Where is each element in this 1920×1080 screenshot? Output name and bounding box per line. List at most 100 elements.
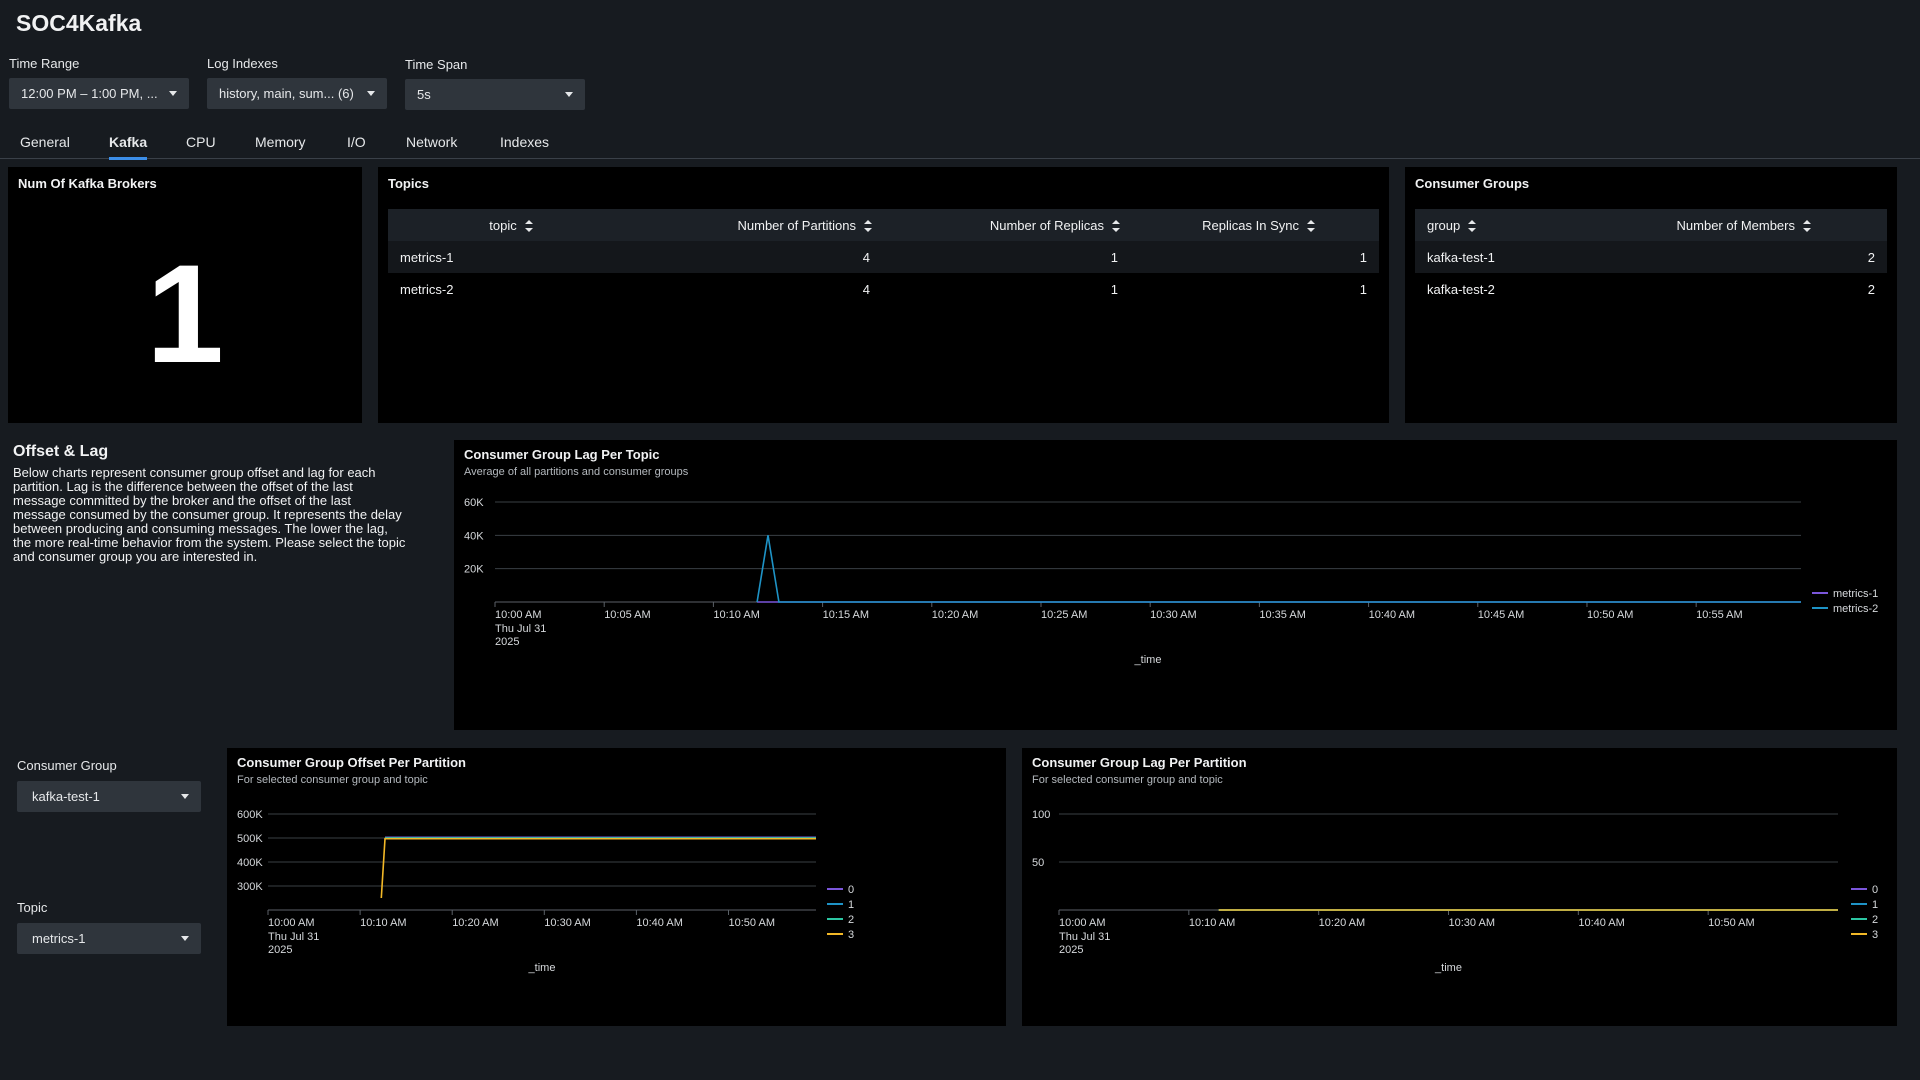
consumer-group-label: Consumer Group: [17, 758, 117, 773]
table-row[interactable]: metrics-1 4 1 1: [388, 241, 1379, 273]
x-tick-label: 10:30 AM: [544, 917, 590, 929]
consumer-group-dropdown[interactable]: kafka-test-1: [17, 781, 201, 812]
offset-lag-title: Offset & Lag: [13, 443, 109, 460]
x-date-label: 2025: [1059, 944, 1083, 956]
legend-label: 2: [1872, 914, 1878, 926]
x-date-label: 2025: [268, 944, 292, 956]
x-tick-label: 10:30 AM: [1150, 609, 1196, 621]
legend-label: 1: [1872, 899, 1878, 911]
x-tick-label: 10:40 AM: [636, 917, 682, 929]
lag-per-topic-panel: Consumer Group Lag Per Topic Average of …: [454, 440, 1897, 730]
chart-title: Consumer Group Lag Per Topic: [464, 447, 660, 462]
legend-label: 3: [848, 929, 854, 941]
brokers-count: 1: [146, 235, 224, 392]
time-span-dropdown[interactable]: 5s: [405, 79, 585, 110]
chevron-down-icon: [181, 936, 189, 941]
x-date-label: Thu Jul 31: [1059, 931, 1110, 943]
column-header-replicas-in-sync[interactable]: Replicas In Sync: [1130, 209, 1379, 241]
time-range-label: Time Range: [9, 56, 80, 71]
tab-kafka[interactable]: Kafka: [109, 134, 148, 160]
column-header-topic[interactable]: topic: [388, 209, 634, 241]
offset-per-partition-panel: Consumer Group Offset Per Partition For …: [227, 748, 1006, 1026]
legend-label: 1: [848, 899, 854, 911]
time-span-label: Time Span: [405, 57, 468, 72]
table-row[interactable]: kafka-test-2 2: [1415, 273, 1887, 305]
table-cell: kafka-test-1: [1415, 241, 1653, 273]
legend-label: 2: [848, 914, 854, 926]
table-cell: 1: [1359, 281, 1367, 297]
x-tick-label: 10:10 AM: [360, 917, 406, 929]
time-range-dropdown[interactable]: 12:00 PM – 1:00 PM, ...: [9, 78, 189, 109]
table-row[interactable]: kafka-test-1 2: [1415, 241, 1887, 273]
x-tick-label: 10:45 AM: [1478, 609, 1524, 621]
topic-label: Topic: [17, 900, 48, 915]
tab-memory[interactable]: Memory: [255, 134, 306, 150]
tab-io[interactable]: I/O: [347, 134, 366, 150]
x-tick-label: 10:25 AM: [1041, 609, 1087, 621]
tab-indexes[interactable]: Indexes: [500, 134, 550, 150]
column-header-members[interactable]: Number of Members: [1653, 209, 1887, 241]
offset-lag-description: Below charts represent consumer group of…: [13, 466, 443, 564]
sort-icon: [1803, 220, 1811, 233]
x-tick-label: 10:20 AM: [452, 917, 498, 929]
log-indexes-value: history, main, sum... (6): [219, 86, 354, 101]
y-tick-label: 600K: [237, 809, 263, 821]
x-tick-label: 10:15 AM: [823, 609, 869, 621]
x-axis-title: _time: [1434, 962, 1462, 974]
chevron-down-icon: [367, 91, 375, 96]
topic-dropdown[interactable]: metrics-1: [17, 923, 201, 954]
column-header-replicas[interactable]: Number of Replicas: [882, 209, 1130, 241]
table-cell: 1: [882, 241, 1130, 273]
consumer-group-value: kafka-test-1: [32, 789, 100, 804]
chart-subtitle: Average of all partitions and consumer g…: [464, 466, 689, 478]
description-line: between producing and consuming messages…: [13, 521, 388, 536]
table-cell: metrics-2: [400, 281, 454, 297]
description-line: the more real-time behavior from the sys…: [13, 535, 406, 550]
description-line: partition. Lag is the difference between…: [13, 479, 353, 494]
consumer-groups-table: group Number of Members kafka-test-1 2 k…: [1415, 209, 1887, 305]
topics-panel: Topics topic Number of Partitions Number…: [378, 167, 1389, 423]
tab-network[interactable]: Network: [406, 134, 458, 150]
x-date-label: 2025: [495, 636, 519, 648]
consumer-groups-title: Consumer Groups: [1415, 176, 1530, 191]
time-range-value: 12:00 PM – 1:00 PM, ...: [21, 86, 158, 101]
sort-icon: [524, 220, 533, 233]
log-indexes-label: Log Indexes: [207, 56, 278, 71]
table-cell: 2: [1867, 281, 1875, 297]
description-line: Below charts represent consumer group of…: [13, 465, 376, 480]
tab-general[interactable]: General: [20, 134, 70, 150]
sort-icon: [1468, 220, 1477, 233]
y-tick-label: 100: [1032, 809, 1050, 821]
x-tick-label: 10:20 AM: [932, 609, 978, 621]
chart-subtitle: For selected consumer group and topic: [1032, 774, 1223, 786]
sort-icon: [1112, 220, 1120, 233]
table-cell: 4: [634, 241, 882, 273]
chevron-down-icon: [565, 92, 573, 97]
y-tick-label: 300K: [237, 881, 263, 893]
chevron-down-icon: [169, 91, 177, 96]
log-indexes-dropdown[interactable]: history, main, sum... (6): [207, 78, 387, 109]
legend-label: metrics-2: [1833, 603, 1878, 615]
x-tick-label: 10:30 AM: [1449, 917, 1495, 929]
legend-label: metrics-1: [1833, 588, 1878, 600]
x-date-label: Thu Jul 31: [495, 623, 546, 635]
table-row[interactable]: metrics-2 4 1 1: [388, 273, 1379, 305]
brokers-panel: Num Of Kafka Brokers 1: [8, 167, 362, 423]
tab-bar: General Kafka CPU Memory I/O Network Ind…: [0, 126, 1920, 160]
x-tick-label: 10:10 AM: [713, 609, 759, 621]
x-tick-label: 10:20 AM: [1319, 917, 1365, 929]
sort-icon: [864, 220, 872, 233]
topics-table-wrap: topic Number of Partitions Number of Rep…: [388, 209, 1379, 305]
x-tick-label: 10:10 AM: [1189, 917, 1235, 929]
column-header-partitions[interactable]: Number of Partitions: [634, 209, 882, 241]
x-tick-label: 10:05 AM: [604, 609, 650, 621]
x-date-label: Thu Jul 31: [268, 931, 319, 943]
table-cell: 1: [1110, 281, 1118, 297]
table-cell: 2: [1653, 241, 1887, 273]
tab-cpu[interactable]: CPU: [186, 134, 216, 150]
column-header-group[interactable]: group: [1415, 209, 1653, 241]
topics-table: topic Number of Partitions Number of Rep…: [388, 209, 1379, 305]
table-cell: 4: [862, 281, 870, 297]
